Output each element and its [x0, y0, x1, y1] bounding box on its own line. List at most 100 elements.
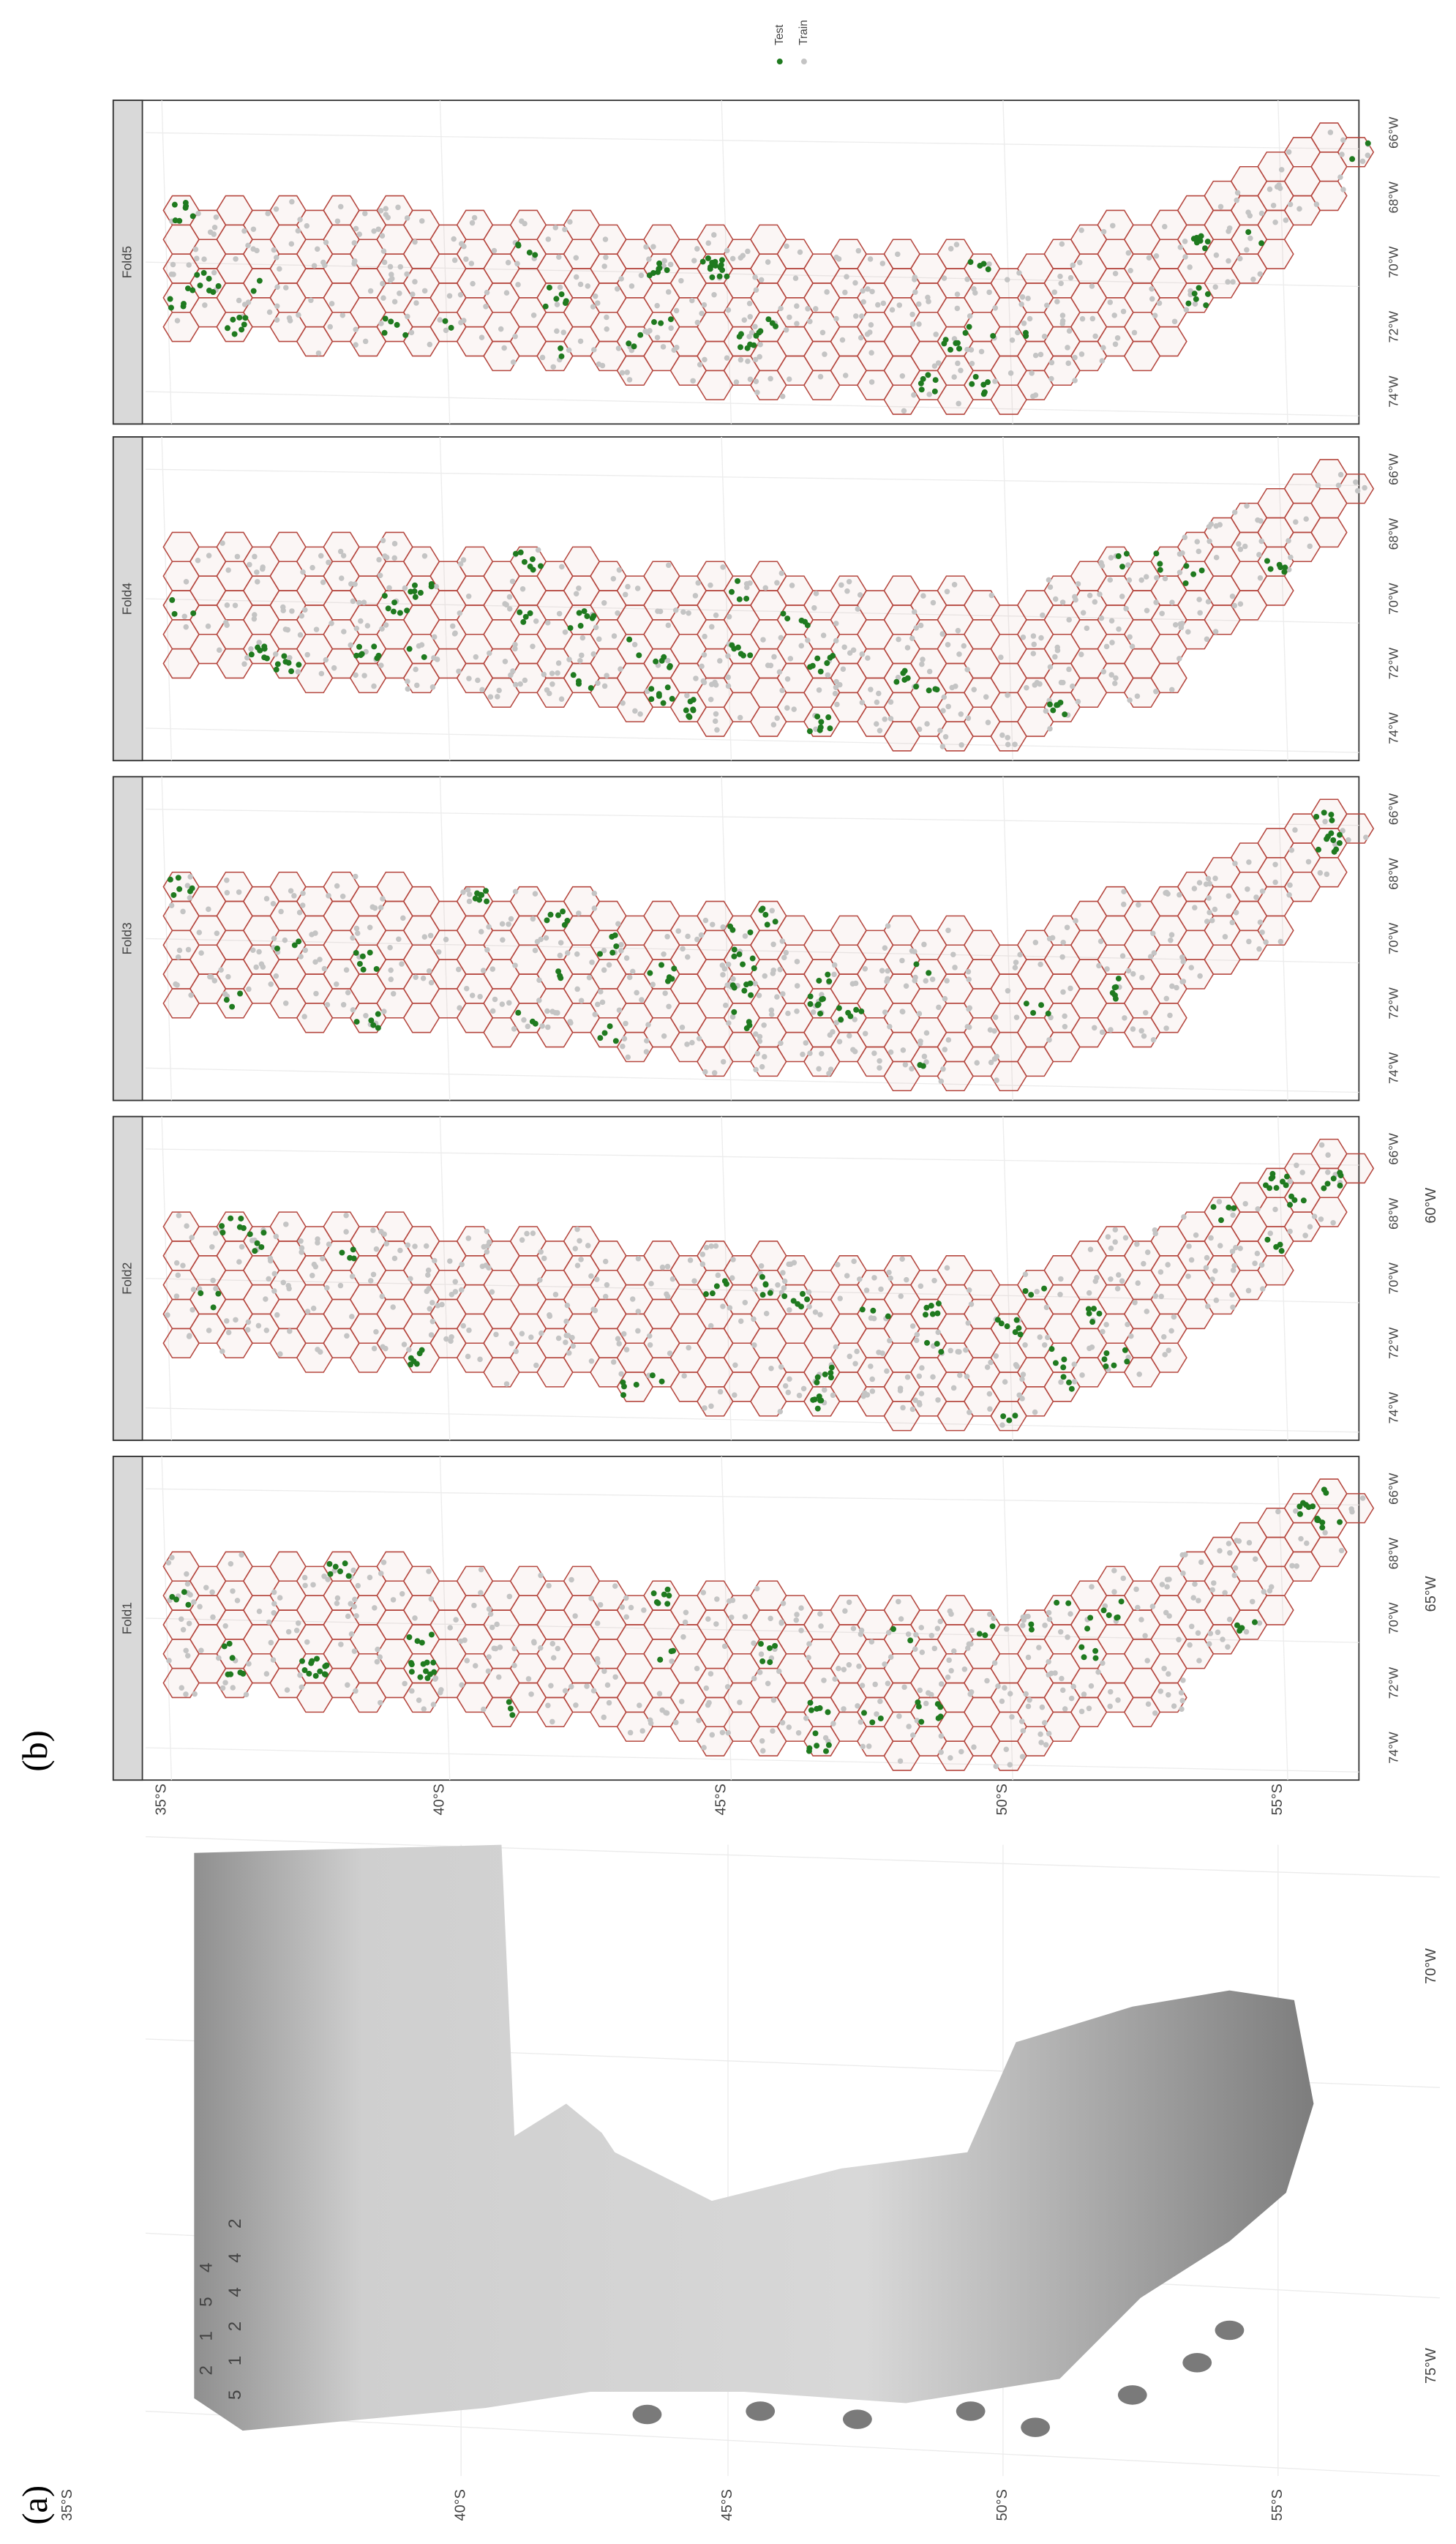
- train-point: [1179, 550, 1185, 556]
- test-point: [522, 613, 529, 620]
- train-point: [509, 578, 516, 585]
- train-point: [1193, 1232, 1199, 1238]
- test-point: [424, 1675, 431, 1681]
- test-point: [173, 1596, 179, 1603]
- train-point: [1089, 315, 1096, 322]
- test-point: [1090, 1306, 1097, 1312]
- train-point: [964, 276, 970, 283]
- train-point: [409, 1688, 415, 1694]
- fold-panel: Fold2: [112, 1115, 1375, 1441]
- train-point: [1188, 1623, 1195, 1630]
- train-point: [189, 1235, 195, 1241]
- train-point: [1244, 247, 1250, 253]
- train-point: [446, 293, 453, 299]
- longitude-label: 60°W: [1423, 1188, 1439, 1224]
- train-point: [1108, 1027, 1114, 1033]
- train-point: [1207, 538, 1212, 545]
- train-point: [757, 1669, 763, 1675]
- train-point: [1246, 859, 1252, 865]
- train-point: [591, 347, 597, 353]
- graticule: [145, 1067, 1359, 1093]
- train-point: [776, 1668, 782, 1675]
- train-point: [538, 1572, 544, 1579]
- train-point: [402, 1680, 408, 1687]
- train-point: [222, 1680, 228, 1686]
- test-point: [368, 1017, 375, 1024]
- train-point: [466, 898, 473, 905]
- train-point: [1112, 1239, 1118, 1245]
- train-point: [1263, 939, 1269, 946]
- graticule: [145, 808, 1359, 826]
- train-point: [860, 288, 866, 294]
- train-point: [1337, 174, 1343, 180]
- test-point: [1296, 1511, 1303, 1517]
- train-point: [612, 1674, 618, 1680]
- train-point: [1084, 625, 1090, 632]
- train-point: [824, 289, 830, 295]
- train-point: [1019, 294, 1026, 300]
- train-point: [632, 708, 638, 714]
- train-point: [841, 1706, 847, 1712]
- train-point: [345, 1613, 351, 1620]
- train-point: [1065, 1634, 1070, 1640]
- train-point: [560, 329, 567, 335]
- test-point: [800, 1290, 806, 1297]
- train-point: [751, 1640, 757, 1646]
- train-point: [573, 274, 579, 280]
- test-point: [1153, 550, 1160, 557]
- train-point: [383, 622, 389, 628]
- graticule: [161, 1116, 173, 1440]
- train-point: [190, 1287, 197, 1292]
- train-point: [971, 686, 977, 692]
- graticule: [161, 100, 173, 424]
- train-point: [930, 599, 937, 606]
- train-point: [841, 1666, 847, 1672]
- test-point: [353, 1019, 360, 1025]
- test-point: [802, 618, 808, 625]
- train-point: [1013, 1014, 1020, 1020]
- train-point: [1294, 1162, 1299, 1169]
- train-point: [348, 642, 353, 648]
- train-point: [1047, 584, 1054, 590]
- train-point: [1188, 965, 1195, 970]
- train-point: [702, 633, 708, 640]
- hex-cell: [1150, 662, 1187, 694]
- test-point: [1013, 1317, 1020, 1323]
- train-point: [753, 1066, 759, 1073]
- train-point: [326, 893, 331, 899]
- train-point: [896, 302, 903, 308]
- train-point: [579, 652, 585, 659]
- train-point: [591, 890, 598, 897]
- train-point: [794, 983, 800, 989]
- train-point: [1086, 1290, 1092, 1296]
- train-point: [386, 585, 392, 591]
- train-point: [1215, 1629, 1221, 1636]
- train-point: [879, 261, 886, 266]
- train-point: [778, 635, 784, 641]
- train-point: [822, 1735, 829, 1741]
- train-point: [189, 1306, 195, 1313]
- test-point: [804, 1296, 811, 1303]
- train-point: [650, 244, 656, 250]
- train-point: [615, 610, 620, 616]
- train-point: [867, 256, 874, 262]
- longitude-label: 72°W: [1386, 648, 1401, 680]
- train-point: [940, 708, 946, 714]
- test-point: [237, 1669, 244, 1676]
- test-point: [1084, 1625, 1091, 1632]
- test-point: [1313, 813, 1320, 820]
- test-point: [544, 917, 550, 924]
- graticule: [1277, 1116, 1288, 1440]
- train-point: [1191, 886, 1198, 891]
- train-point: [1092, 1025, 1097, 1031]
- train-point: [557, 284, 563, 291]
- train-point: [874, 1711, 879, 1717]
- train-point: [291, 893, 297, 899]
- test-point: [175, 875, 181, 881]
- test-point: [356, 961, 363, 967]
- hex-label: 5 1 2 4 4 2: [225, 2209, 245, 2400]
- test-point: [648, 686, 655, 692]
- train-point: [594, 1620, 601, 1626]
- train-point: [266, 1276, 271, 1282]
- train-point: [277, 1351, 283, 1357]
